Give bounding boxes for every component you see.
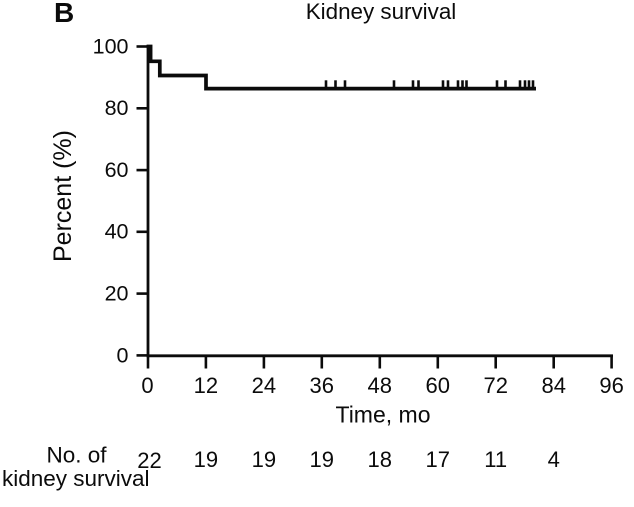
svg-text:36: 36 — [310, 373, 334, 398]
svg-text:kidney survival: kidney survival — [2, 466, 150, 491]
svg-text:11: 11 — [484, 447, 507, 472]
svg-text:72: 72 — [483, 373, 507, 398]
svg-text:12: 12 — [194, 373, 218, 398]
svg-text:19: 19 — [310, 447, 334, 472]
svg-text:0: 0 — [141, 373, 153, 398]
svg-text:19: 19 — [252, 447, 276, 472]
svg-text:No. of: No. of — [46, 443, 107, 468]
svg-text:48: 48 — [368, 373, 392, 398]
svg-text:4: 4 — [548, 447, 560, 472]
svg-text:60: 60 — [426, 373, 450, 398]
svg-text:100: 100 — [93, 34, 129, 58]
svg-text:22: 22 — [137, 448, 161, 473]
svg-text:20: 20 — [105, 282, 129, 306]
svg-text:80: 80 — [105, 96, 129, 120]
svg-text:24: 24 — [252, 373, 276, 398]
svg-text:96: 96 — [599, 373, 623, 398]
svg-text:84: 84 — [541, 373, 565, 398]
svg-text:18: 18 — [368, 447, 392, 472]
svg-text:19: 19 — [194, 447, 218, 472]
svg-text:Time, mo: Time, mo — [336, 402, 431, 428]
svg-text:60: 60 — [105, 158, 129, 182]
svg-text:40: 40 — [105, 220, 129, 244]
svg-text:Percent (%): Percent (%) — [49, 130, 77, 262]
svg-text:17: 17 — [426, 447, 450, 472]
svg-text:0: 0 — [117, 343, 129, 367]
svg-text:B: B — [54, 0, 74, 28]
svg-text:Kidney survival: Kidney survival — [306, 0, 457, 24]
